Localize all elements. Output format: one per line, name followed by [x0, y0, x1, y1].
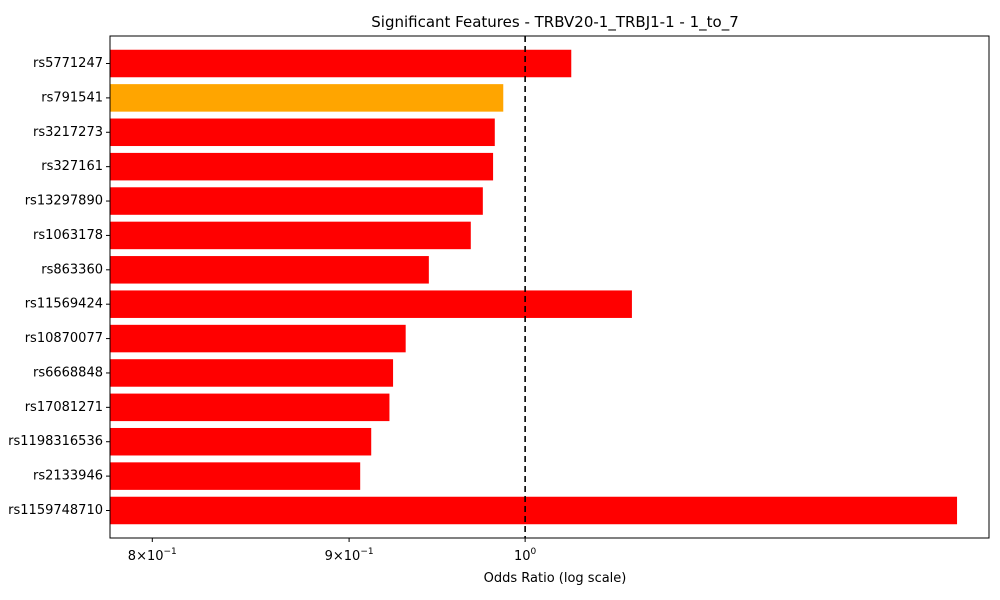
y-tick-label: rs1198316536 [8, 434, 103, 449]
x-tick-label: 9×10−1 [325, 547, 374, 564]
x-tick-label: 100 [514, 547, 537, 564]
y-tick-label: rs6668848 [33, 365, 103, 380]
bar-rs10870077 [110, 324, 406, 353]
chart-title: Significant Features - TRBV20-1_TRBJ1-1 … [371, 13, 739, 32]
y-tick-label: rs17081271 [25, 400, 103, 415]
bar-rs17081271 [110, 393, 390, 422]
bar-rs863360 [110, 256, 429, 284]
bar-rs327161 [110, 152, 494, 181]
y-tick-label: rs11569424 [25, 297, 103, 312]
y-tick-label: rs10870077 [25, 331, 103, 346]
y-tick-label: rs791541 [41, 90, 103, 105]
y-tick-label: rs13297890 [25, 194, 103, 209]
y-tick-label: rs863360 [41, 262, 103, 277]
x-axis: 8×10−1 9×10−1 100 [128, 538, 537, 564]
y-tick-label: rs3217273 [33, 125, 103, 140]
y-tick-label: rs327161 [41, 159, 103, 174]
bar-rs791541 [110, 84, 504, 112]
bar-rs1198316536 [110, 427, 372, 456]
bar-rs3217273 [110, 118, 495, 147]
bar-rs5771247 [110, 49, 572, 78]
y-axis: rs5771247 rs791541 rs3217273 rs327161 rs1329… [8, 56, 110, 518]
y-tick-label: rs1063178 [33, 228, 103, 243]
y-tick-label: rs2133946 [33, 469, 103, 484]
bars-group [110, 49, 958, 525]
x-tick-label: 8×10−1 [128, 547, 177, 564]
bar-rs13297890 [110, 187, 483, 215]
plot-area-frame [109, 35, 990, 539]
bar-rs2133946 [110, 462, 361, 490]
x-axis-label: Odds Ratio (log scale) [484, 571, 627, 586]
y-tick-label: rs5771247 [33, 56, 103, 71]
bar-rs1159748710 [110, 496, 958, 525]
bar-rs1063178 [110, 221, 471, 250]
y-tick-label: rs1159748710 [8, 503, 103, 518]
bar-rs11569424 [110, 290, 632, 318]
bar-rs6668848 [110, 359, 394, 387]
